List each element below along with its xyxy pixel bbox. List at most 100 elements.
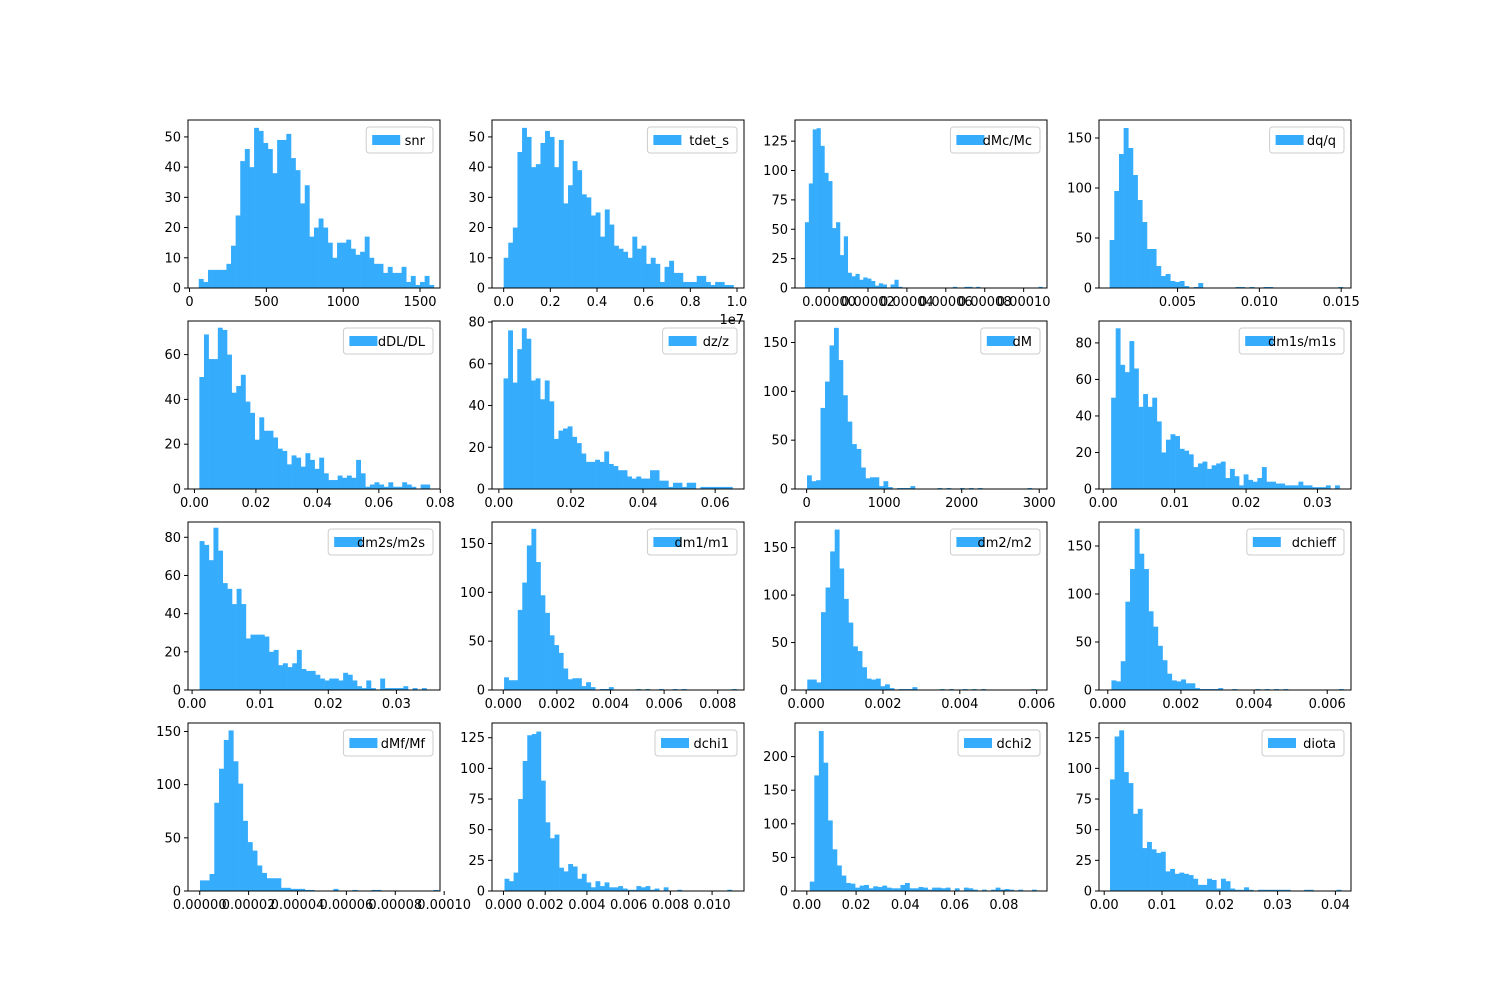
histogram-bar (875, 678, 881, 690)
histogram-bar (357, 686, 362, 690)
histogram-bar (424, 275, 430, 288)
histogram-bar (1252, 481, 1258, 489)
histogram-bar (863, 277, 868, 288)
histogram-bar (255, 634, 261, 690)
histogram-bar (1125, 601, 1131, 690)
histogram-bar (264, 636, 270, 690)
x-tick-label: 1000 (868, 496, 901, 511)
histogram-bar (1211, 879, 1217, 891)
legend-label: dchieff (1292, 536, 1337, 551)
histogram-bar (199, 377, 205, 489)
histogram-bar (816, 682, 822, 690)
legend: snr (365, 126, 434, 154)
x-tick-label: 0.00002 (841, 295, 895, 310)
axes-frame (1098, 119, 1352, 289)
histogram-bar (285, 887, 291, 891)
legend-box (1238, 327, 1345, 355)
histogram-bar (1325, 485, 1331, 489)
histogram-bar (895, 888, 901, 891)
x-tick-label: 0.002 (527, 898, 564, 913)
y-tick-label: 0 (173, 684, 181, 699)
histogram-bar (640, 887, 646, 891)
histogram-bar (613, 466, 619, 489)
legend-swatch (653, 537, 682, 547)
histogram-bar (825, 587, 831, 690)
y-tick-label: 0 (477, 885, 485, 900)
histogram-bar (816, 480, 821, 489)
subplot-dmf-mf: 0.000000.000020.000040.000060.000080.000… (156, 722, 471, 913)
histogram-bar (821, 612, 826, 690)
histogram-bar (894, 279, 899, 288)
histogram-bar (834, 529, 840, 690)
histogram-bar (718, 486, 724, 489)
histogram-bar (972, 889, 978, 891)
histogram-bar (1147, 406, 1153, 489)
histogram-bar (411, 486, 417, 489)
histogram-bars (1111, 328, 1340, 489)
x-tick-label: 0.03 (382, 697, 411, 712)
subplot-dchi1: 0.000 0.002 0.004 0.006 0.008 0.010 0 25 50 75 100… (460, 722, 745, 913)
histogram-bar (318, 218, 324, 288)
histogram-bar (1142, 848, 1148, 891)
histogram-bar (572, 161, 578, 288)
histogram-bar (337, 242, 342, 288)
histogram-bar (333, 678, 339, 690)
histogram-bar (898, 286, 903, 288)
y-tick-label: 0 (173, 282, 181, 297)
histogram-bar (257, 865, 263, 891)
histogram-bar (522, 582, 528, 690)
histogram-bar (323, 227, 329, 288)
histogram-bar (1216, 888, 1222, 891)
histogram-bar (554, 834, 560, 891)
histogram-bars (1109, 730, 1342, 891)
histogram-bar (249, 167, 255, 288)
histogram-bar (923, 887, 928, 891)
histogram-bar (1220, 461, 1226, 489)
y-tick-label: 75 (1075, 793, 1092, 808)
y-tick-label: 150 (763, 336, 788, 351)
histogram-bar (825, 381, 830, 489)
histogram-bar (663, 887, 669, 891)
histogram-bar (269, 651, 274, 690)
x-tick-label: 0.4 (587, 295, 608, 310)
histogram-bar (425, 484, 431, 489)
histogram-bar (832, 228, 837, 288)
x-tick-label: 1.0 (727, 295, 748, 310)
histogram-bar (873, 886, 879, 891)
histogram-bar (576, 678, 582, 690)
y-tick-label: 75 (771, 193, 788, 208)
y-tick-label: 20 (164, 221, 181, 236)
y-tick-label: 100 (763, 589, 788, 604)
histogram-bar (347, 674, 353, 690)
histogram-bar (1109, 779, 1115, 891)
y-tick-label: 50 (468, 823, 485, 838)
x-tick-label: 0.00004 (271, 898, 325, 913)
histogram-bar (341, 242, 347, 288)
histogram-bar (244, 149, 250, 288)
histogram-bar (508, 330, 513, 489)
histogram-bar (221, 269, 227, 288)
histogram-bar (814, 775, 820, 891)
histogram-bar (636, 476, 642, 489)
histogram-bar (272, 173, 278, 288)
histogram-bar (213, 359, 219, 489)
histogram-bar (868, 888, 874, 891)
histogram-bar (843, 236, 849, 288)
histogram-bar (563, 871, 569, 891)
histogram-bar (834, 327, 839, 489)
histogram-bar (900, 884, 906, 891)
y-tick-label: 0 (780, 282, 788, 297)
y-tick-label: 20 (468, 441, 485, 456)
histogram-bar (991, 889, 996, 891)
histogram-bar (531, 167, 537, 288)
axes-frame (491, 521, 745, 691)
histogram-bar (387, 266, 393, 288)
histogram-bar (281, 887, 287, 891)
histogram-bar (1143, 394, 1148, 489)
legend: dm1s/m1s (1238, 327, 1345, 355)
histogram-bar (632, 236, 638, 288)
x-tick-label: 0.01 (1148, 898, 1177, 913)
histogram-bar (535, 562, 541, 690)
x-tick-label: 0 (802, 496, 810, 511)
